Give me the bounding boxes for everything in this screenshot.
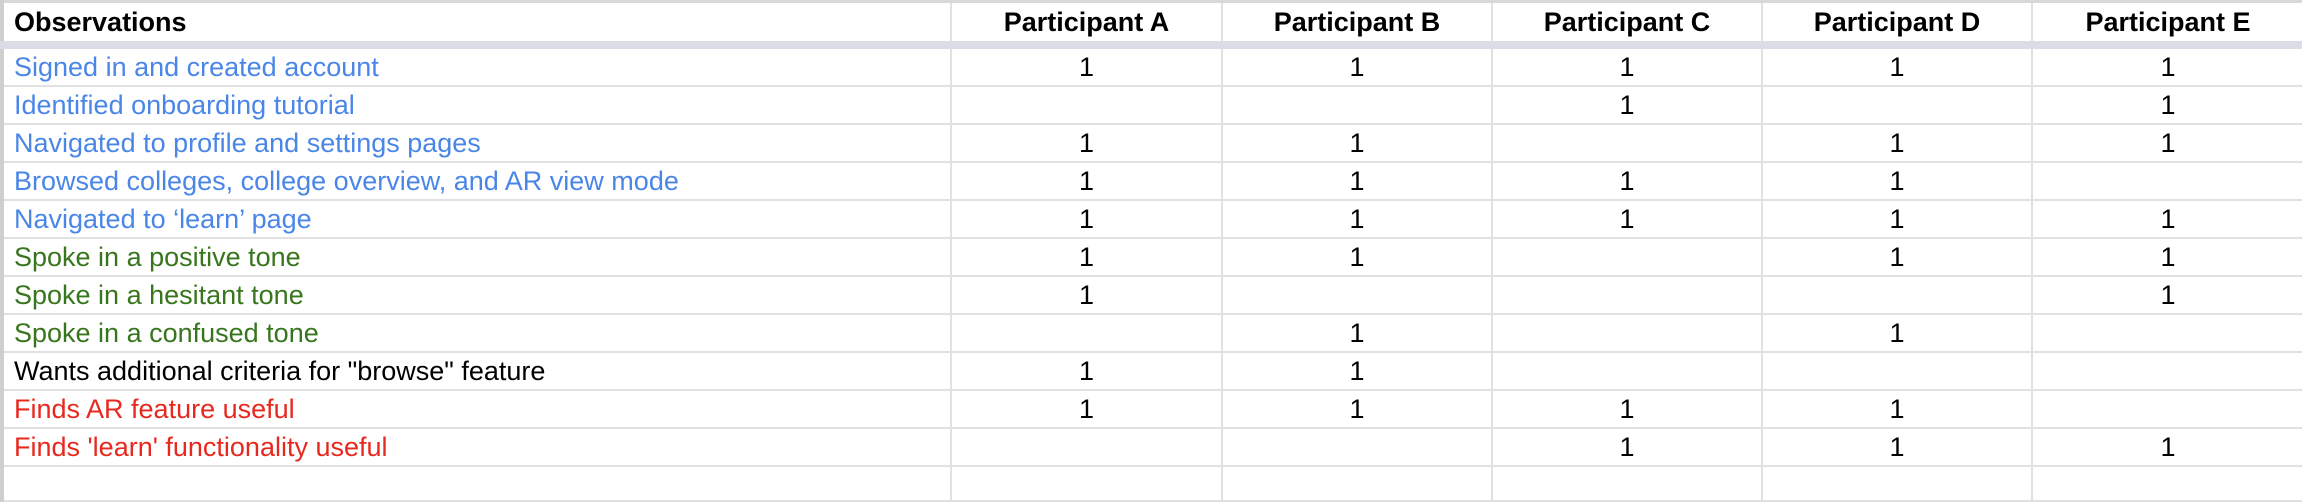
participant-a-cell[interactable]: 1 xyxy=(951,276,1223,315)
observation-label[interactable]: Spoke in a hesitant tone xyxy=(0,276,952,315)
participant-a-cell[interactable]: 1 xyxy=(951,238,1223,277)
participant-e-cell[interactable] xyxy=(2032,314,2302,353)
table-body: Signed in and created account 1 1 1 1 1 Identi… xyxy=(0,45,2302,502)
table-row: Identified onboarding tutorial 1 1 xyxy=(0,86,2302,125)
table-row: Browsed colleges, college overview, and … xyxy=(0,162,2302,201)
participant-c-cell[interactable] xyxy=(1492,352,1763,391)
participant-e-cell[interactable]: 1 xyxy=(2032,86,2302,125)
participant-a-cell[interactable] xyxy=(951,428,1223,467)
participant-b-cell[interactable] xyxy=(1222,86,1493,125)
header-participant-b[interactable]: Participant B xyxy=(1222,0,1493,49)
participant-b-cell[interactable]: 1 xyxy=(1222,352,1493,391)
participant-a-cell[interactable]: 1 xyxy=(951,162,1223,201)
table-row: Spoke in a positive tone 1 1 1 1 xyxy=(0,238,2302,277)
table-row: Finds AR feature useful 1 1 1 1 xyxy=(0,390,2302,429)
participant-b-cell[interactable] xyxy=(1222,276,1493,315)
observation-label[interactable]: Identified onboarding tutorial xyxy=(0,86,952,125)
cell[interactable] xyxy=(951,466,1223,502)
participant-b-cell[interactable] xyxy=(1222,428,1493,467)
participant-b-cell[interactable]: 1 xyxy=(1222,314,1493,353)
table-row: Navigated to ‘learn’ page 1 1 1 1 1 xyxy=(0,200,2302,239)
table-row: Wants additional criteria for "browse" f… xyxy=(0,352,2302,391)
participant-c-cell[interactable] xyxy=(1492,238,1763,277)
participant-d-cell[interactable]: 1 xyxy=(1762,45,2033,87)
participant-b-cell[interactable]: 1 xyxy=(1222,238,1493,277)
header-observations[interactable]: Observations xyxy=(0,0,952,49)
observation-label[interactable]: Signed in and created account xyxy=(0,45,952,87)
participant-e-cell[interactable] xyxy=(2032,352,2302,391)
participant-e-cell[interactable]: 1 xyxy=(2032,276,2302,315)
empty-row xyxy=(0,466,2302,502)
cell[interactable] xyxy=(2032,466,2302,502)
participant-d-cell[interactable]: 1 xyxy=(1762,162,2033,201)
observation-label[interactable]: Finds 'learn' functionality useful xyxy=(0,428,952,467)
participant-c-cell[interactable]: 1 xyxy=(1492,428,1763,467)
cell[interactable] xyxy=(1762,466,2033,502)
participant-d-cell[interactable] xyxy=(1762,352,2033,391)
participant-e-cell[interactable] xyxy=(2032,390,2302,429)
header-participant-e[interactable]: Participant E xyxy=(2032,0,2302,49)
header-participant-c[interactable]: Participant C xyxy=(1492,0,1763,49)
participant-d-cell[interactable]: 1 xyxy=(1762,428,2033,467)
participant-e-cell[interactable] xyxy=(2032,162,2302,201)
participant-a-cell[interactable]: 1 xyxy=(951,45,1223,87)
participant-a-cell[interactable] xyxy=(951,86,1223,125)
participant-e-cell[interactable]: 1 xyxy=(2032,200,2302,239)
participant-e-cell[interactable]: 1 xyxy=(2032,45,2302,87)
participant-c-cell[interactable] xyxy=(1492,124,1763,163)
participant-c-cell[interactable]: 1 xyxy=(1492,86,1763,125)
participant-a-cell[interactable]: 1 xyxy=(951,352,1223,391)
participant-b-cell[interactable]: 1 xyxy=(1222,200,1493,239)
participant-a-cell[interactable]: 1 xyxy=(951,200,1223,239)
table-row: Finds 'learn' functionality useful 1 1 1 xyxy=(0,428,2302,467)
observation-label[interactable]: Browsed colleges, college overview, and … xyxy=(0,162,952,201)
observation-label[interactable]: Spoke in a confused tone xyxy=(0,314,952,353)
observation-label[interactable]: Navigated to profile and settings pages xyxy=(0,124,952,163)
participant-c-cell[interactable]: 1 xyxy=(1492,45,1763,87)
participant-d-cell[interactable] xyxy=(1762,276,2033,315)
participant-d-cell[interactable]: 1 xyxy=(1762,200,2033,239)
participant-c-cell[interactable]: 1 xyxy=(1492,162,1763,201)
participant-a-cell[interactable]: 1 xyxy=(951,390,1223,429)
participant-d-cell[interactable] xyxy=(1762,86,2033,125)
participant-c-cell[interactable] xyxy=(1492,314,1763,353)
table-row: Spoke in a hesitant tone 1 1 xyxy=(0,276,2302,315)
observation-label[interactable]: Spoke in a positive tone xyxy=(0,238,952,277)
participant-c-cell[interactable]: 1 xyxy=(1492,390,1763,429)
table-row: Spoke in a confused tone 1 1 xyxy=(0,314,2302,353)
participant-d-cell[interactable]: 1 xyxy=(1762,314,2033,353)
header-participant-a[interactable]: Participant A xyxy=(951,0,1223,49)
participant-b-cell[interactable]: 1 xyxy=(1222,124,1493,163)
observation-label[interactable]: Navigated to ‘learn’ page xyxy=(0,200,952,239)
table-row: Signed in and created account 1 1 1 1 1 xyxy=(0,45,2302,87)
participant-c-cell[interactable] xyxy=(1492,276,1763,315)
participant-e-cell[interactable]: 1 xyxy=(2032,124,2302,163)
participant-e-cell[interactable]: 1 xyxy=(2032,428,2302,467)
participant-e-cell[interactable]: 1 xyxy=(2032,238,2302,277)
participant-a-cell[interactable] xyxy=(951,314,1223,353)
participant-b-cell[interactable]: 1 xyxy=(1222,162,1493,201)
participant-a-cell[interactable]: 1 xyxy=(951,124,1223,163)
cell[interactable] xyxy=(0,466,952,502)
table-row: Navigated to profile and settings pages 1… xyxy=(0,124,2302,163)
observation-label[interactable]: Wants additional criteria for "browse" f… xyxy=(0,352,952,391)
participant-d-cell[interactable]: 1 xyxy=(1762,238,2033,277)
cell[interactable] xyxy=(1492,466,1763,502)
cell[interactable] xyxy=(1222,466,1493,502)
participant-b-cell[interactable]: 1 xyxy=(1222,45,1493,87)
header-row: Observations Participant A Participant B… xyxy=(0,0,2302,49)
participant-d-cell[interactable]: 1 xyxy=(1762,390,2033,429)
observation-label[interactable]: Finds AR feature useful xyxy=(0,390,952,429)
participant-c-cell[interactable]: 1 xyxy=(1492,200,1763,239)
participant-b-cell[interactable]: 1 xyxy=(1222,390,1493,429)
participant-d-cell[interactable]: 1 xyxy=(1762,124,2033,163)
header-participant-d[interactable]: Participant D xyxy=(1762,0,2033,49)
